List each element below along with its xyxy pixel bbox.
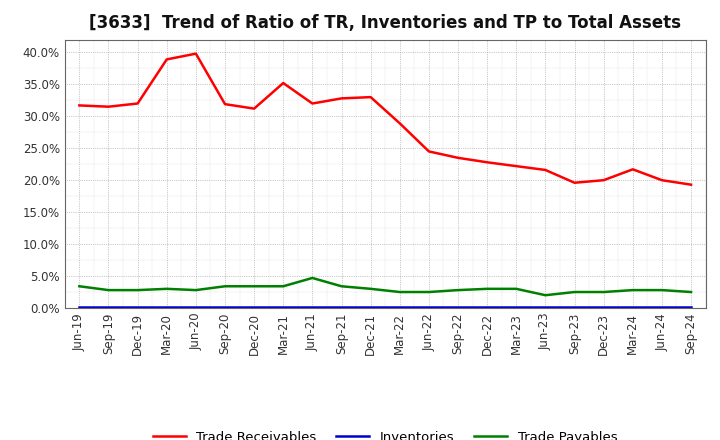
Trade Receivables: [75, 103, 84, 108]
Trade Payables: [220, 284, 229, 289]
Trade Payables: [250, 284, 258, 289]
Inventories: [250, 304, 258, 309]
Trade Payables: [483, 286, 492, 291]
Trade Payables: [104, 287, 113, 293]
Trade Receivables: [308, 101, 317, 106]
Trade Payables: [629, 287, 637, 293]
Trade Payables: [512, 286, 521, 291]
Line: Trade Receivables: Trade Receivables: [79, 54, 691, 185]
Inventories: [220, 304, 229, 309]
Trade Receivables: [220, 102, 229, 107]
Trade Receivables: [133, 101, 142, 106]
Inventories: [483, 304, 492, 309]
Trade Payables: [454, 287, 462, 293]
Trade Receivables: [512, 164, 521, 169]
Inventories: [192, 304, 200, 309]
Trade Payables: [308, 275, 317, 281]
Trade Payables: [541, 293, 550, 298]
Trade Payables: [657, 287, 666, 293]
Trade Payables: [163, 286, 171, 291]
Trade Receivables: [599, 178, 608, 183]
Trade Payables: [279, 284, 287, 289]
Trade Receivables: [279, 81, 287, 86]
Title: [3633]  Trend of Ratio of TR, Inventories and TP to Total Assets: [3633] Trend of Ratio of TR, Inventories…: [89, 15, 681, 33]
Trade Payables: [425, 290, 433, 295]
Trade Receivables: [454, 155, 462, 161]
Trade Receivables: [104, 104, 113, 109]
Inventories: [687, 304, 696, 309]
Inventories: [279, 304, 287, 309]
Inventories: [308, 304, 317, 309]
Inventories: [454, 304, 462, 309]
Trade Payables: [337, 284, 346, 289]
Inventories: [75, 304, 84, 309]
Inventories: [599, 304, 608, 309]
Inventories: [104, 304, 113, 309]
Inventories: [425, 304, 433, 309]
Inventories: [133, 304, 142, 309]
Trade Receivables: [541, 167, 550, 172]
Trade Payables: [395, 290, 404, 295]
Trade Receivables: [629, 167, 637, 172]
Trade Receivables: [366, 95, 375, 100]
Trade Receivables: [483, 160, 492, 165]
Trade Payables: [366, 286, 375, 291]
Legend: Trade Receivables, Inventories, Trade Payables: Trade Receivables, Inventories, Trade Pa…: [148, 425, 623, 440]
Trade Payables: [687, 290, 696, 295]
Inventories: [163, 304, 171, 309]
Trade Receivables: [395, 121, 404, 126]
Trade Receivables: [250, 106, 258, 111]
Inventories: [512, 304, 521, 309]
Inventories: [570, 304, 579, 309]
Trade Payables: [599, 290, 608, 295]
Inventories: [395, 304, 404, 309]
Trade Receivables: [657, 178, 666, 183]
Trade Receivables: [337, 96, 346, 101]
Trade Payables: [192, 287, 200, 293]
Trade Receivables: [192, 51, 200, 56]
Trade Receivables: [570, 180, 579, 185]
Trade Payables: [75, 284, 84, 289]
Trade Receivables: [425, 149, 433, 154]
Trade Receivables: [687, 182, 696, 187]
Trade Payables: [133, 287, 142, 293]
Line: Trade Payables: Trade Payables: [79, 278, 691, 295]
Inventories: [541, 304, 550, 309]
Trade Receivables: [163, 57, 171, 62]
Trade Payables: [570, 290, 579, 295]
Inventories: [657, 304, 666, 309]
Inventories: [337, 304, 346, 309]
Inventories: [366, 304, 375, 309]
Inventories: [629, 304, 637, 309]
